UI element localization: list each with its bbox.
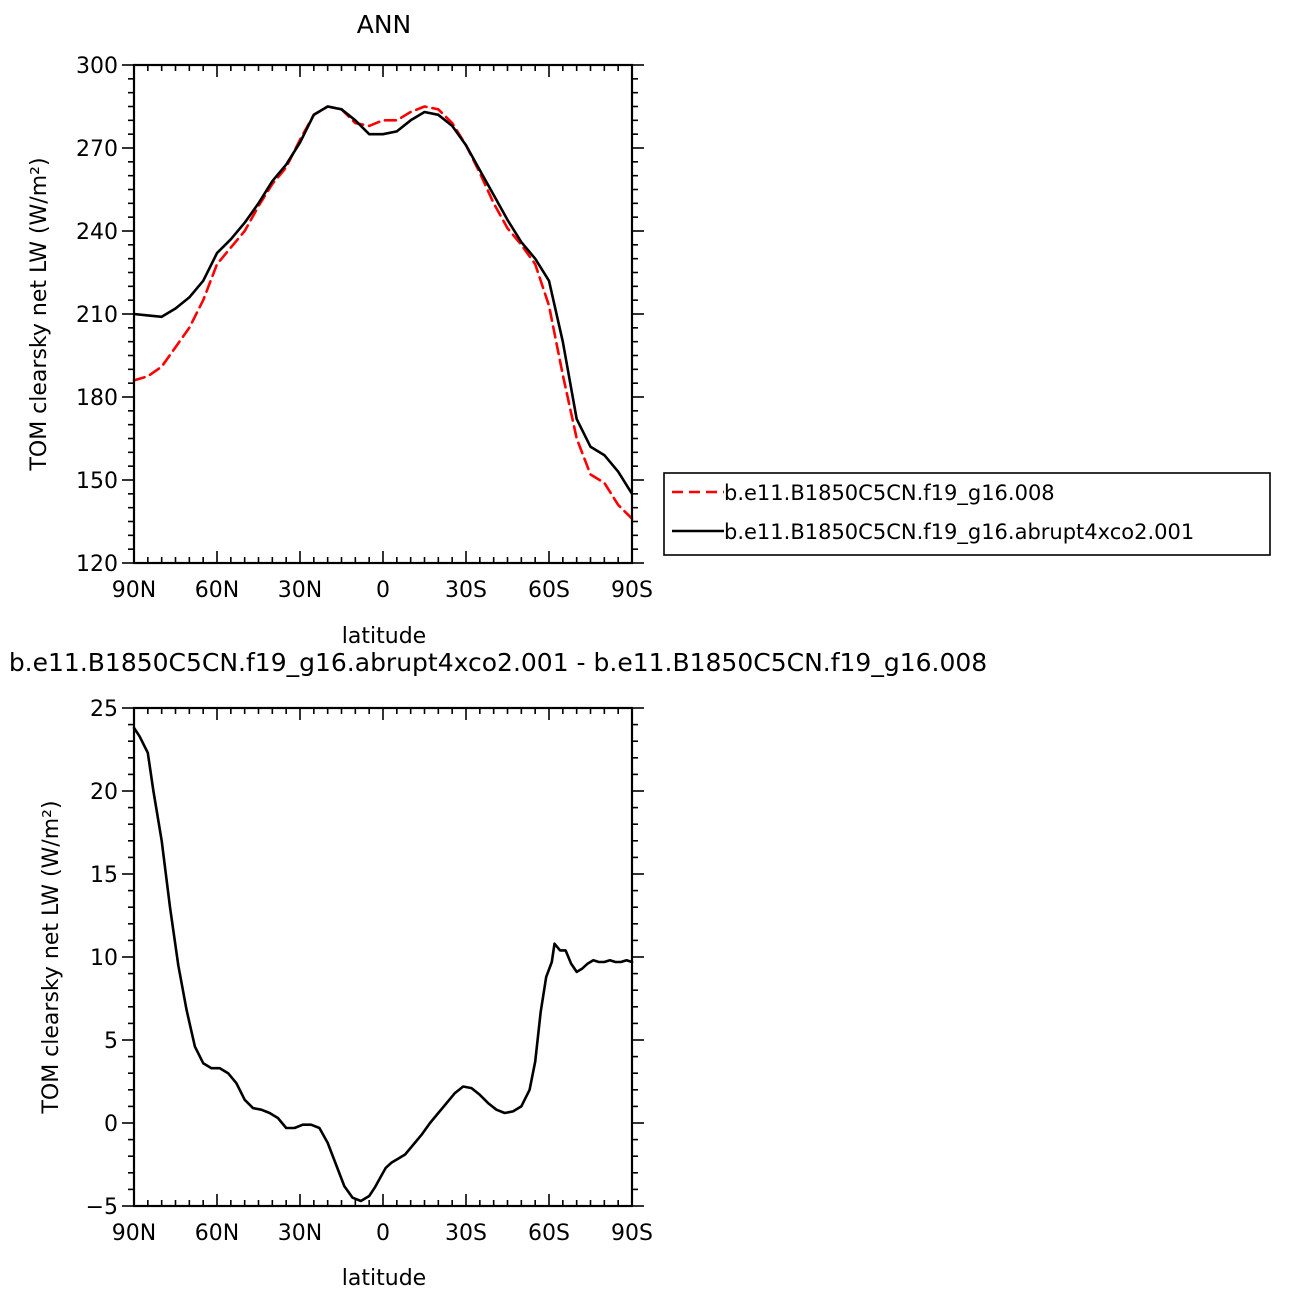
top-y-tick-label: 180 xyxy=(76,386,118,411)
bottom-x-tick-label: 30N xyxy=(278,1221,322,1246)
bottom-y-tick-label: 25 xyxy=(90,697,118,722)
top-x-tick-label: 30N xyxy=(278,578,322,603)
legend-label-series-1: b.e11.B1850C5CN.f19_g16.008 xyxy=(724,481,1055,506)
top-y-tick-label: 300 xyxy=(76,54,118,79)
bottom-panel-title: b.e11.B1850C5CN.f19_g16.abrupt4xco2.001 … xyxy=(9,648,987,677)
bottom-x-tick-label: 90N xyxy=(112,1221,156,1246)
bottom-x-tick-label: 30S xyxy=(445,1221,487,1246)
top-y-tick-label: 150 xyxy=(76,469,118,494)
top-series-lines xyxy=(132,105,634,521)
top-y-axis-title: TOM clearsky net LW (W/m²) xyxy=(27,157,52,471)
top-y-tick-label: 120 xyxy=(76,552,118,577)
bottom-x-tick-label: 90S xyxy=(611,1221,653,1246)
top-series-line-2 xyxy=(132,105,634,496)
bottom-y-axis-title: TOM clearsky net LW (W/m²) xyxy=(39,800,64,1114)
top-y-tick-label: 270 xyxy=(76,137,118,162)
bottom-y-tick-label: 0 xyxy=(104,1112,118,1137)
bottom-series-lines xyxy=(132,726,634,1203)
top-x-tick-label: 60N xyxy=(195,578,239,603)
bottom-y-tick-label: 5 xyxy=(104,1029,118,1054)
top-x-tick-label: 60S xyxy=(528,578,570,603)
bottom-y-tick-label: 10 xyxy=(90,946,118,971)
bottom-y-tick-label: 15 xyxy=(90,863,118,888)
bottom-plot-frame xyxy=(132,706,634,1208)
top-axis-ticks: 90N 60N 30N 0 30S 60S 90S 120 150 180 210 240 270 300 xyxy=(76,54,653,603)
top-x-tick-label: 0 xyxy=(376,578,390,603)
bottom-x-tick-label: 0 xyxy=(376,1221,390,1246)
top-y-tick-label: 210 xyxy=(76,303,118,328)
bottom-x-axis-title: latitude xyxy=(342,1266,426,1291)
top-y-tick-label: 240 xyxy=(76,220,118,245)
bottom-y-tick-label: 20 xyxy=(90,780,118,805)
legend-label-series-2: b.e11.B1850C5CN.f19_g16.abrupt4xco2.001 xyxy=(724,520,1194,545)
bottom-axis-ticks: 90N 60N 30N 0 30S 60S 90S −5 0 5 10 15 20 25 xyxy=(86,697,653,1246)
top-x-tick-label: 90S xyxy=(611,578,653,603)
bottom-x-tick-label: 60S xyxy=(528,1221,570,1246)
top-panel: ANN 90N 60N 30N 0 30S 60S 90S 120 150 180 210 240 27… xyxy=(27,10,653,649)
legend-box xyxy=(663,472,1271,556)
bottom-series-line-1 xyxy=(132,726,634,1203)
bottom-panel: b.e11.B1850C5CN.f19_g16.abrupt4xco2.001 … xyxy=(9,648,987,1291)
top-x-tick-label: 90N xyxy=(112,578,156,603)
bottom-x-tick-label: 60N xyxy=(195,1221,239,1246)
top-panel-title: ANN xyxy=(357,10,412,39)
top-x-tick-label: 30S xyxy=(445,578,487,603)
legend: b.e11.B1850C5CN.f19_g16.008 b.e11.B1850C… xyxy=(663,472,1271,556)
bottom-y-tick-label: −5 xyxy=(86,1195,118,1220)
top-x-axis-title: latitude xyxy=(342,624,426,649)
